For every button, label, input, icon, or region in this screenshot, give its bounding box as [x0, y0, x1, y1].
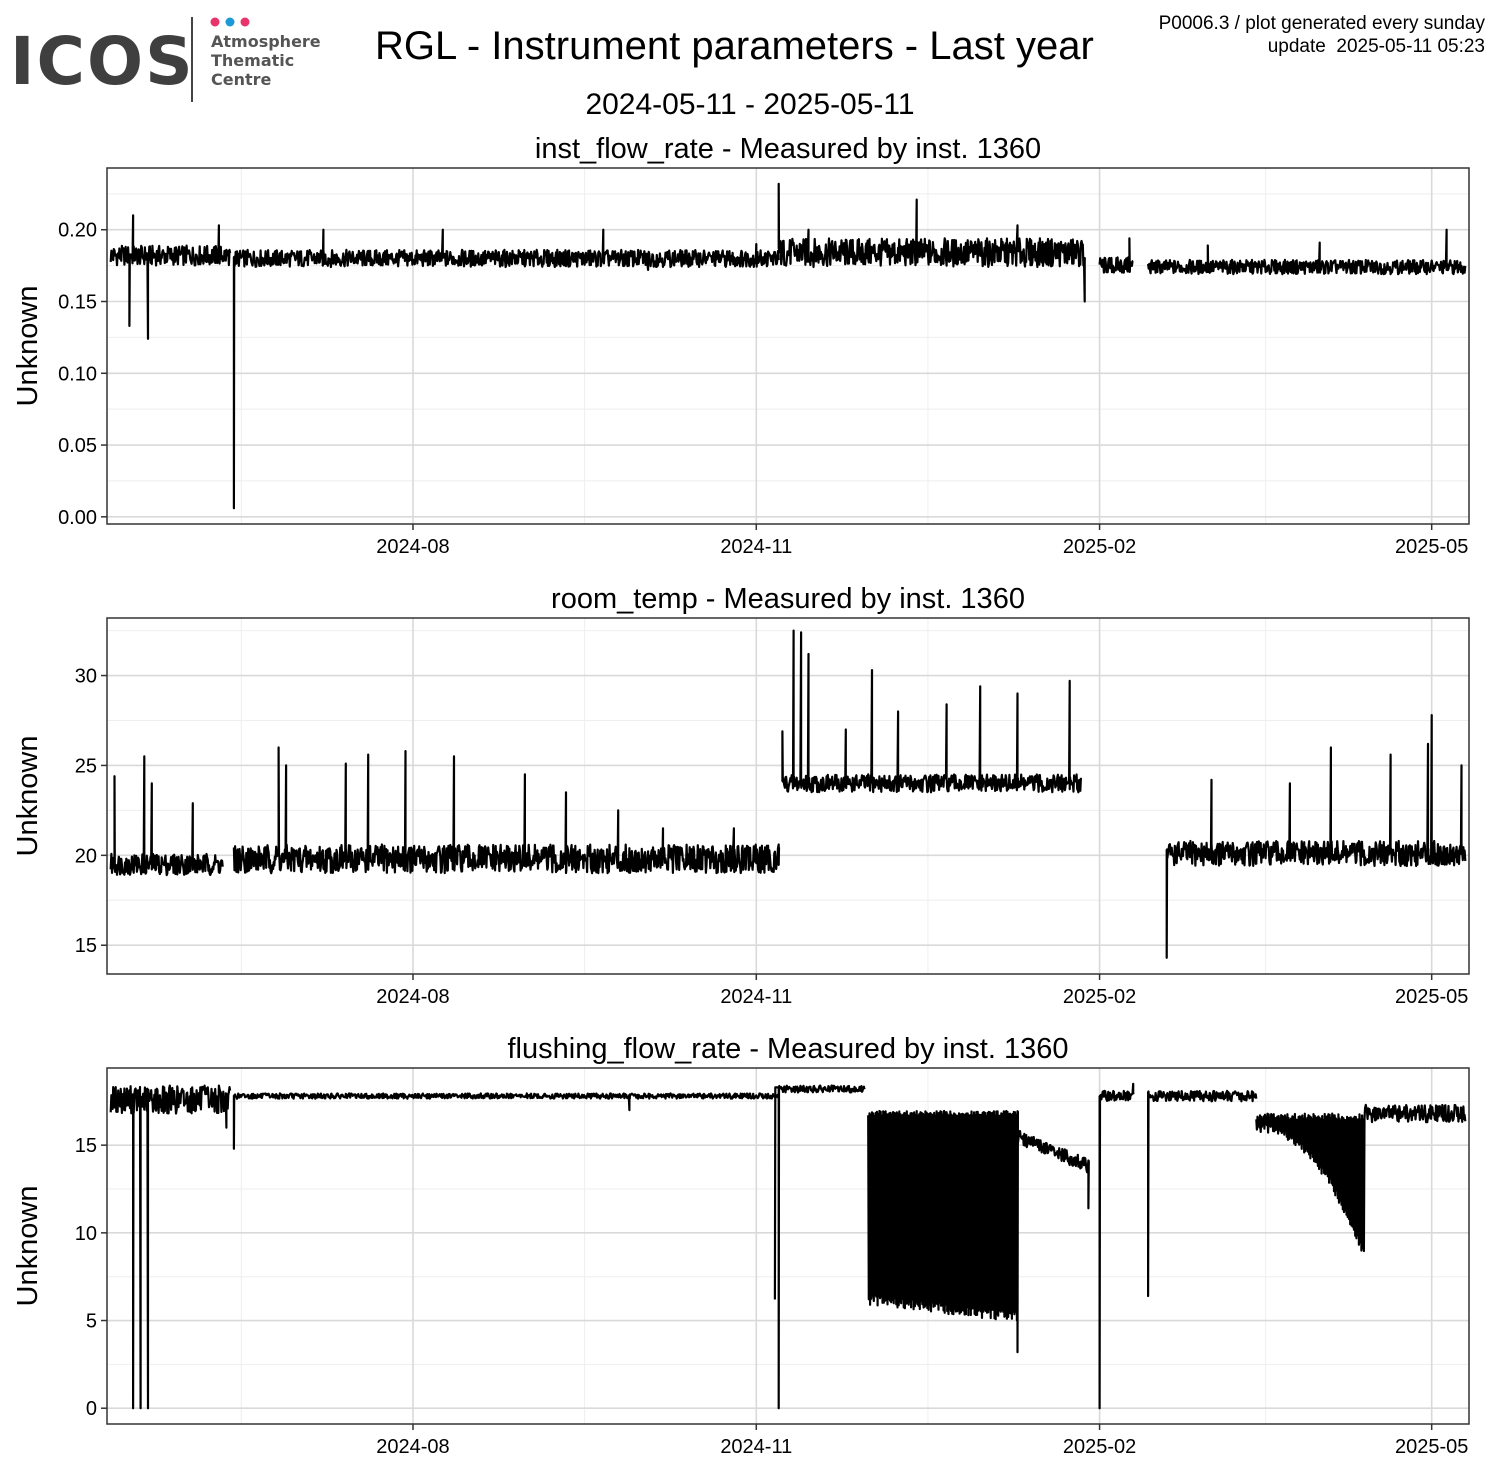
meta-update-time: update 2025-05-11 05:23 [1267, 36, 1485, 57]
logo-wordmark: ICOS [10, 23, 195, 100]
series-line-segment [1147, 1089, 1258, 1298]
series-line-segment [773, 1084, 866, 1410]
x-tick-label: 2024-08 [376, 536, 449, 558]
series-line-segment [1363, 1103, 1467, 1124]
x-tick-label: 2024-08 [376, 1436, 449, 1458]
y-tick-label: 15 [75, 935, 97, 957]
chart-panel-3: 0 5 10 15 2024-08 2024-11 2025-02 2025-05 flushi… [12, 1033, 1470, 1458]
logo-line-1: Atmosphere [211, 32, 321, 51]
series-line-segment [232, 228, 780, 510]
series-line-segment [1016, 1129, 1090, 1210]
series-line-segment [867, 1109, 1019, 1354]
x-tick-label: 2025-02 [1063, 986, 1136, 1008]
chart-panel-2: 15 20 25 30 2024-08 2024-11 2025-02 2025-05 room… [12, 583, 1470, 1008]
y-tick-label: 20 [75, 845, 97, 867]
chart-title: room_temp - Measured by inst. 1360 [551, 583, 1025, 615]
plot-meta: P0006.3 / plot generated every sunday up… [1159, 12, 1485, 58]
logo-line-3: Centre [211, 70, 272, 89]
y-tick-label: 15 [75, 1135, 97, 1157]
x-tick-label: 2025-02 [1063, 1436, 1136, 1458]
y-axis-label: Unknown [12, 736, 44, 857]
plot-border [106, 167, 1470, 525]
series-line-group [109, 182, 1467, 510]
x-tick-label: 2024-11 [720, 1436, 792, 1458]
plot-border [106, 1067, 1470, 1425]
series-line-segment [109, 755, 224, 877]
x-tick-label: 2025-05 [1395, 986, 1468, 1008]
chart-title: inst_flow_rate - Measured by inst. 1360 [535, 133, 1041, 165]
y-tick-label: 5 [86, 1311, 97, 1333]
page-title: RGL - Instrument parameters - Last year [375, 24, 1094, 68]
y-tick-label: 0 [86, 1398, 97, 1420]
series-line-segment [1147, 228, 1467, 276]
series-line-segment [781, 629, 1082, 794]
series-line-segment [232, 1092, 780, 1150]
series-line-segment [1098, 237, 1134, 274]
x-tick-label: 2024-11 [720, 986, 792, 1008]
series-line-segment [109, 1084, 232, 1410]
icos-logo: ICOS Atmosphere Thematic Centre [10, 17, 321, 102]
y-tick-label: 0.10 [58, 363, 97, 385]
chart-title: flushing_flow_rate - Measured by inst. 1… [508, 1033, 1069, 1065]
y-tick-label: 0.20 [58, 220, 97, 242]
x-tick-label: 2025-02 [1063, 536, 1136, 558]
plot-border [106, 617, 1470, 975]
x-tick-label: 2024-08 [376, 986, 449, 1008]
x-tick-label: 2024-11 [720, 536, 792, 558]
y-axis-label: Unknown [12, 1186, 44, 1307]
logo-dot-1 [210, 17, 220, 27]
date-range: 2024-05-11 - 2025-05-11 [585, 88, 915, 121]
x-tick-label: 2025-05 [1395, 536, 1468, 558]
y-tick-label: 0.15 [58, 292, 97, 314]
logo-line-2: Thematic [211, 51, 294, 70]
series-line-group [109, 629, 1467, 959]
logo-dot-3 [240, 17, 250, 27]
x-tick-label: 2025-05 [1395, 1436, 1468, 1458]
chart-panel-1: 0.00 0.05 0.10 0.15 0.20 2024-08 2024-11 2025-0… [12, 133, 1470, 558]
series-line-group [109, 1082, 1467, 1410]
y-tick-label: 0.00 [58, 507, 97, 529]
plot-background [107, 618, 1469, 974]
y-tick-label: 30 [75, 666, 97, 688]
y-tick-label: 0.05 [58, 435, 97, 457]
series-line-segment [777, 182, 1087, 303]
series-line-segment [1165, 714, 1467, 959]
logo-dot-2 [225, 17, 235, 27]
meta-generation-note: P0006.3 / plot generated every sunday [1158, 13, 1485, 34]
y-tick-label: 10 [75, 1223, 97, 1245]
series-line-segment [1098, 1082, 1135, 1410]
series-line-segment [109, 214, 232, 340]
y-tick-label: 25 [75, 755, 97, 777]
series-line-segment [232, 746, 781, 875]
series-line-segment [1255, 1112, 1366, 1253]
plot-background [107, 168, 1469, 524]
y-axis-label: Unknown [12, 286, 44, 407]
